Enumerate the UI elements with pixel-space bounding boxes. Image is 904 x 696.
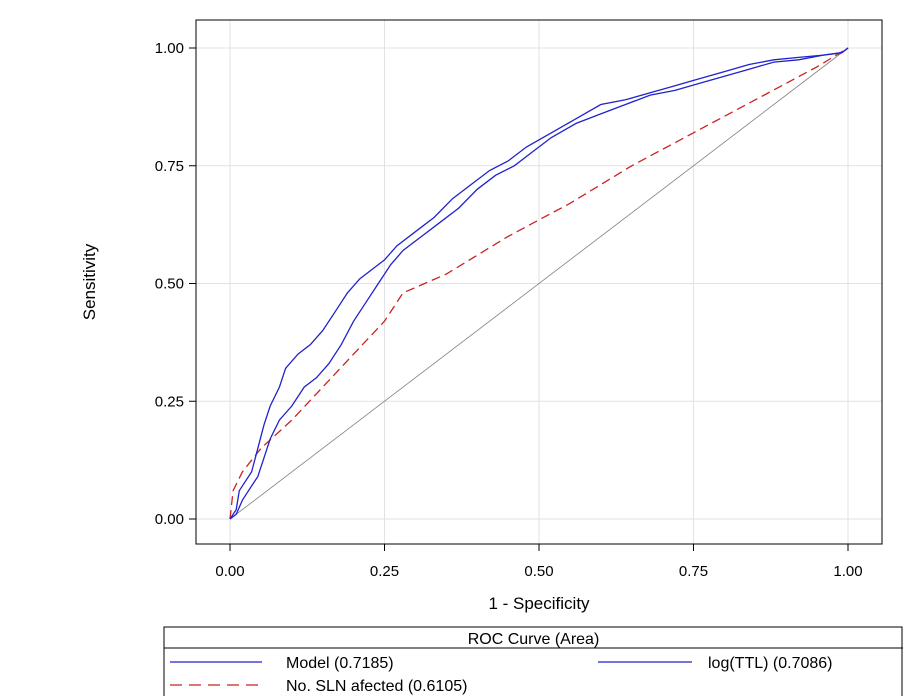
y-tick-label: 0.50 xyxy=(155,276,184,293)
x-tick-label: 0.75 xyxy=(679,563,708,580)
x-tick-label: 1.00 xyxy=(833,563,862,580)
legend-entry-label-1: log(TTL) (0.7086) xyxy=(708,655,833,672)
legend-title: ROC Curve (Area) xyxy=(468,631,600,648)
y-tick-label: 0.25 xyxy=(155,393,184,410)
y-tick-label: 1.00 xyxy=(155,40,184,57)
ticks-layer: 0.00 0.25 0.50 0.75 1.00 0.00 0.25 0.50 0.75 1.00 xyxy=(155,40,863,580)
x-tick-label: 0.25 xyxy=(370,563,399,580)
x-tick-label: 0.50 xyxy=(524,563,553,580)
legend-entry-label-2: No. SLN afected (0.6105) xyxy=(286,678,467,695)
y-tick-label: 0.75 xyxy=(155,158,184,175)
legend-entries: Model (0.7185) log(TTL) (0.7086) No. SLN a… xyxy=(170,655,833,695)
x-tick-label: 0.00 xyxy=(215,563,244,580)
legend-entry-label-0: Model (0.7185) xyxy=(286,655,394,672)
y-axis-label: Sensitivity xyxy=(80,243,99,320)
reference-diagonal-line xyxy=(229,47,849,520)
x-axis-label: 1 - Specificity xyxy=(488,594,590,613)
legend: ROC Curve (Area) Model (0.7185) log(TTL) … xyxy=(163,626,903,696)
grid-layer xyxy=(196,20,882,544)
series-layer xyxy=(229,47,849,520)
series-line-2 xyxy=(229,47,849,520)
series-line-1 xyxy=(229,47,849,520)
y-tick-label: 0.00 xyxy=(155,511,184,528)
series-line-0 xyxy=(229,47,849,520)
legend-box xyxy=(163,626,903,696)
